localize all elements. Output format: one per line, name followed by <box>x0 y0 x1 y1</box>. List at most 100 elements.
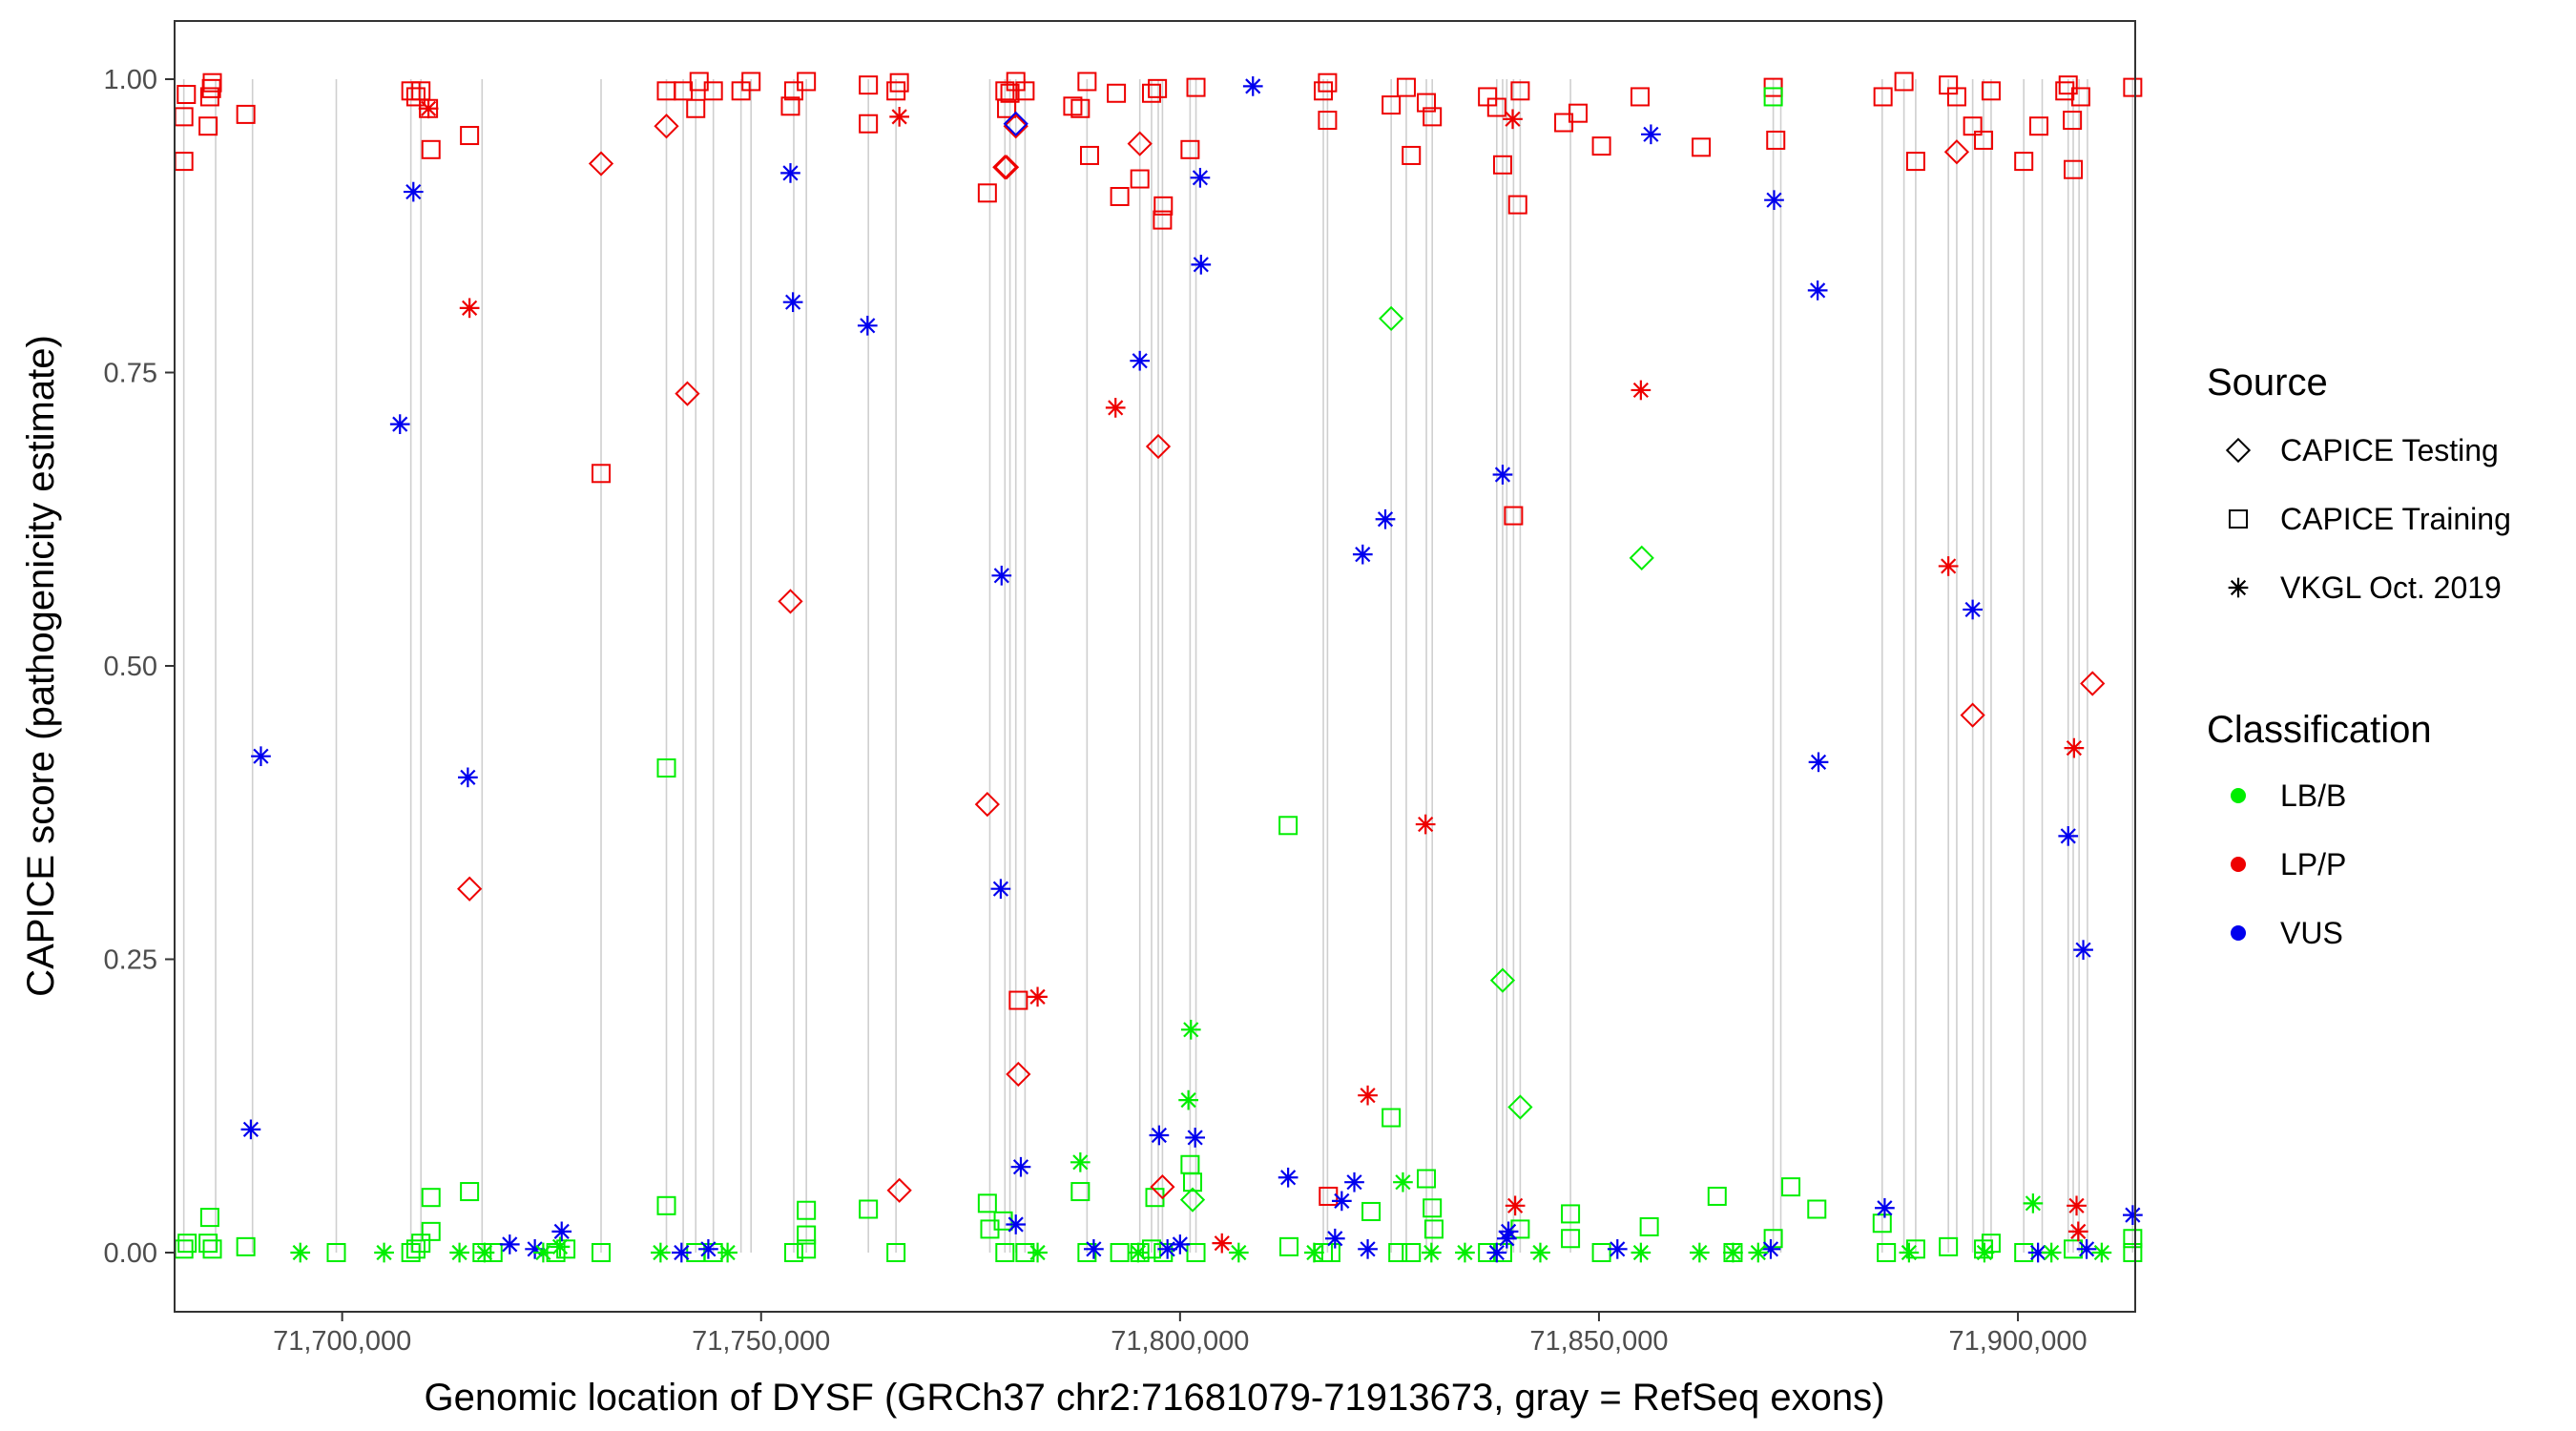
data-point <box>1358 1238 1378 1259</box>
data-point <box>1000 83 1020 103</box>
data-point <box>1981 81 2001 101</box>
data-point <box>675 381 700 406</box>
legend-class-label: VUS <box>2280 916 2343 950</box>
data-point <box>886 1243 906 1262</box>
data-point <box>1963 116 1983 136</box>
data-point <box>1130 169 1150 189</box>
data-point <box>198 1234 218 1254</box>
data-point <box>1183 1172 1203 1192</box>
x-tick-label: 71,750,000 <box>692 1326 830 1357</box>
data-point <box>993 155 1020 180</box>
data-point <box>1185 1128 1206 1148</box>
data-point <box>797 1239 817 1259</box>
data-point <box>2076 1238 2097 1259</box>
data-point <box>1486 1242 1507 1263</box>
data-point <box>592 464 612 484</box>
data-point <box>1530 1242 1550 1263</box>
legend-source-label: CAPICE Testing <box>2280 433 2499 467</box>
data-point <box>1278 816 1298 836</box>
data-point <box>1063 96 1083 116</box>
data-point <box>797 1200 817 1220</box>
data-point <box>1178 1089 1198 1110</box>
data-point <box>977 183 997 203</box>
data-point <box>499 1234 520 1255</box>
data-point <box>240 1119 261 1140</box>
data-point <box>889 73 909 93</box>
data-point <box>1607 1238 1628 1259</box>
data-point <box>2080 671 2106 696</box>
data-point <box>1186 77 1206 97</box>
data-point <box>1963 599 1983 620</box>
data-point <box>1807 1199 1827 1219</box>
data-point <box>1149 1125 1170 1146</box>
data-point <box>1561 1229 1581 1249</box>
data-point <box>2123 77 2143 97</box>
data-point <box>2067 1195 2087 1216</box>
data-point <box>1352 544 1373 565</box>
data-point <box>1939 1236 1959 1256</box>
data-point <box>1070 1151 1091 1172</box>
legend-class-label: LB/B <box>2280 778 2346 813</box>
data-point <box>2123 1205 2143 1225</box>
data-point <box>2027 1242 2048 1263</box>
data-point <box>421 1188 441 1208</box>
data-point <box>1077 1243 1097 1262</box>
data-point <box>1381 1108 1402 1128</box>
x-axis: 71,700,000 71,750,000 71,800,000 71,850,000… <box>273 1312 2088 1357</box>
data-point <box>1145 433 1172 460</box>
data-point <box>1402 145 1422 165</box>
data-point <box>202 73 222 93</box>
data-point <box>1388 1243 1408 1262</box>
data-point <box>1873 87 1893 107</box>
data-point <box>251 746 271 767</box>
data-point <box>1228 1242 1249 1263</box>
data-points <box>174 72 2143 1263</box>
data-point <box>780 163 800 183</box>
data-point <box>1402 1243 1422 1262</box>
data-point <box>974 792 1000 818</box>
data-point <box>2091 1242 2112 1263</box>
data-point <box>1960 702 1985 728</box>
data-point <box>1905 1239 1925 1259</box>
data-point <box>1630 87 1650 107</box>
data-point <box>2123 1229 2143 1249</box>
data-point <box>1503 109 1523 130</box>
data-point <box>1190 167 1211 188</box>
data-point <box>1105 398 1126 418</box>
data-point <box>1591 1243 1611 1262</box>
data-point <box>474 1242 495 1263</box>
data-point <box>1807 280 1828 301</box>
data-point <box>1396 77 1416 97</box>
data-point <box>1128 1242 1149 1263</box>
data-point <box>656 1195 676 1215</box>
data-point <box>2029 116 2049 136</box>
data-point <box>1641 124 1661 145</box>
data-point <box>533 1242 553 1263</box>
data-point <box>992 155 1018 180</box>
legend: Source Classification CAPICE TestingCAPI… <box>2207 362 2511 950</box>
data-point <box>1393 1172 1413 1192</box>
legend-key-dot <box>2231 788 2246 803</box>
data-point <box>1764 190 1784 211</box>
data-point <box>977 1193 997 1213</box>
y-tick-label: 1.00 <box>104 65 157 95</box>
legend-key-asterisk <box>2228 577 2249 598</box>
data-point <box>2014 152 2034 172</box>
data-point <box>1629 545 1654 570</box>
legend-key-dot <box>2231 925 2246 941</box>
data-point <box>449 1242 469 1263</box>
data-point <box>654 114 679 139</box>
y-tick-label: 0.75 <box>104 359 157 389</box>
y-tick-label: 0.25 <box>104 945 157 976</box>
data-point <box>995 1243 1015 1262</box>
data-point <box>389 414 410 434</box>
legend-key-dot <box>2231 857 2246 872</box>
data-point <box>1003 111 1028 136</box>
data-point <box>421 139 441 159</box>
data-point <box>1808 752 1829 773</box>
legend-key-square <box>2229 509 2248 529</box>
data-point <box>1423 107 1443 127</box>
data-point <box>1692 137 1712 157</box>
data-point <box>1381 95 1402 115</box>
data-point <box>1180 139 1200 159</box>
